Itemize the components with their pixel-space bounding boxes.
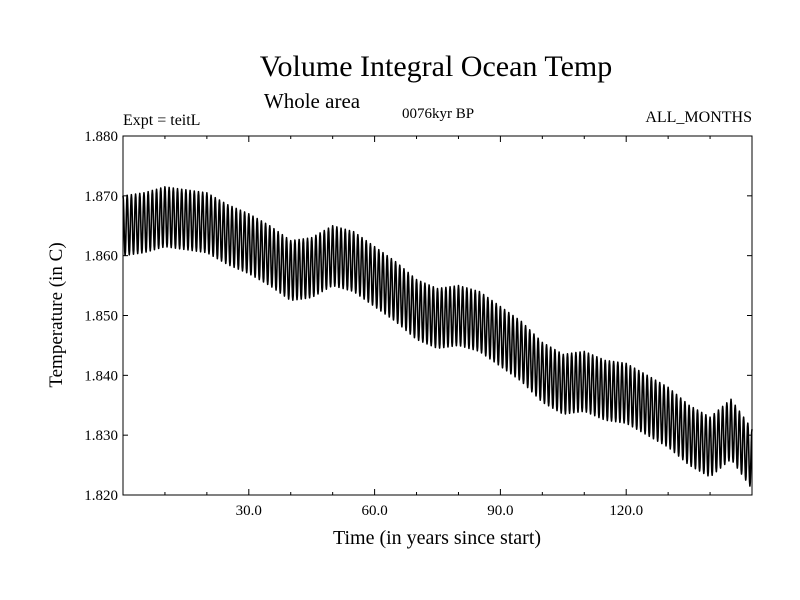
- chart-title: Volume Integral Ocean Temp: [260, 50, 613, 83]
- experiment-label: Expt = teitL: [123, 112, 200, 129]
- y-tick-label: 1.870: [84, 189, 118, 205]
- x-tick-label: 60.0: [361, 503, 387, 519]
- x-axis: 30.0 60.0 90.0 120.0: [164, 136, 711, 519]
- x-axis-label: Time (in years since start): [333, 527, 541, 549]
- y-tick-label: 1.830: [84, 428, 118, 444]
- chart-subtitle: Whole area: [264, 89, 361, 113]
- y-tick-label: 1.820: [84, 488, 118, 504]
- months-label: ALL_MONTHS: [645, 109, 752, 126]
- y-tick-label: 1.880: [84, 129, 118, 145]
- y-tick-label: 1.860: [84, 249, 118, 265]
- period-label: 0076kyr BP: [402, 106, 474, 122]
- x-tick-label: 30.0: [236, 503, 262, 519]
- y-tick-label: 1.840: [84, 368, 118, 384]
- y-axis: 1.820 1.830 1.840 1.850 1.860 1.870 1.880: [84, 129, 752, 504]
- x-tick-label: 90.0: [487, 503, 513, 519]
- y-axis-label: Temperature (in C): [46, 242, 67, 387]
- series-line: [122, 186, 753, 487]
- x-tick-label: 120.0: [609, 503, 643, 519]
- y-tick-label: 1.850: [84, 309, 118, 325]
